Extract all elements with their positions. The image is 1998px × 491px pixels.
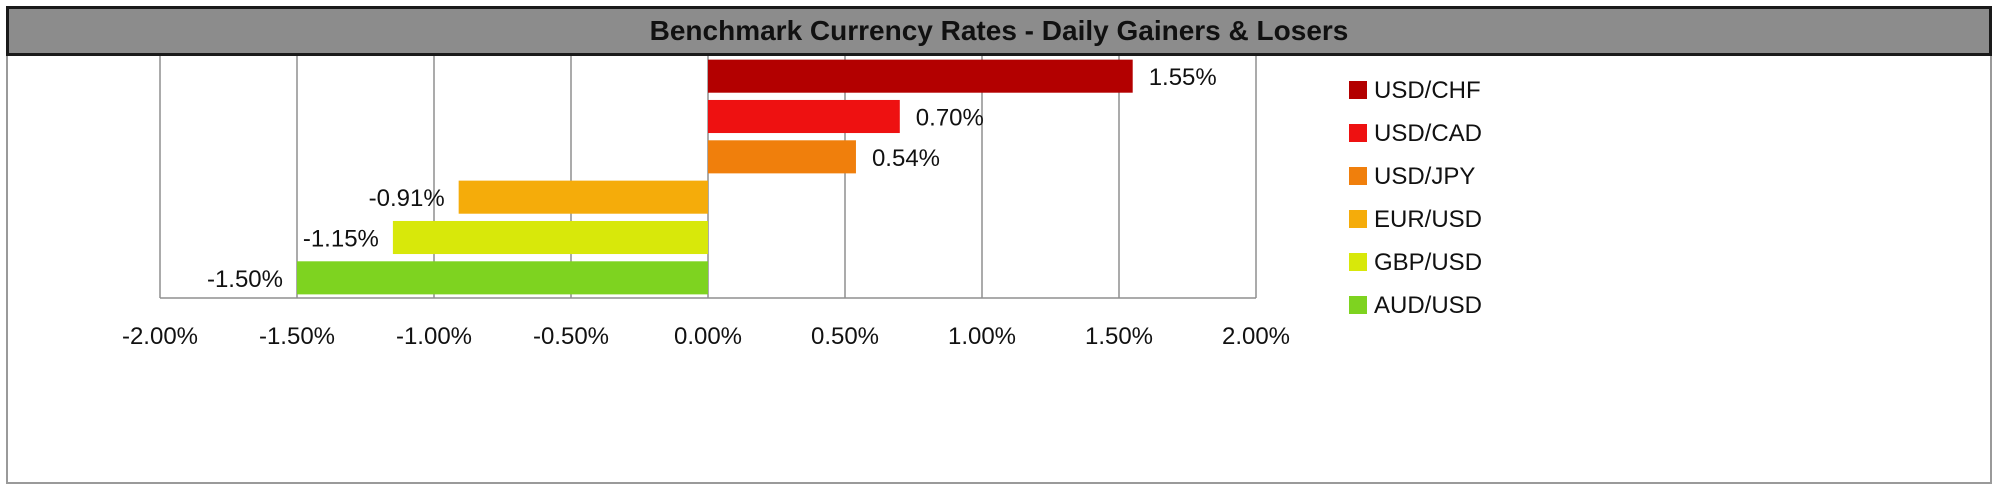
legend-swatch: [1349, 253, 1367, 271]
data-label: 0.54%: [872, 145, 940, 172]
legend-swatch: [1349, 124, 1367, 142]
x-tick-label: 0.00%: [674, 323, 742, 350]
bar-gbp-usd: [392, 220, 708, 255]
legend-swatch: [1349, 210, 1367, 228]
legend-swatch: [1349, 81, 1367, 99]
data-label: 0.70%: [916, 105, 984, 132]
data-label: -1.15%: [303, 226, 379, 253]
x-tick-label: -1.50%: [259, 323, 335, 350]
legend-label: USD/CHF: [1374, 77, 1481, 104]
legend-label: AUD/USD: [1374, 292, 1482, 319]
chart-frame: [6, 56, 1992, 484]
bars: [297, 59, 1133, 295]
data-label: -1.50%: [207, 266, 283, 293]
data-label: 1.55%: [1149, 64, 1217, 91]
chart-title-bar: Benchmark Currency Rates - Daily Gainers…: [6, 6, 1992, 56]
legend-label: USD/CAD: [1374, 120, 1482, 147]
legend-label: EUR/USD: [1374, 206, 1482, 233]
bar-eur-usd: [458, 180, 708, 214]
x-tick-label: 1.50%: [1085, 323, 1153, 350]
legend-label: GBP/USD: [1374, 249, 1482, 276]
x-tick-label: -0.50%: [533, 323, 609, 350]
data-labels: 1.55% 0.70% 0.54% -0.91% -1.15% -1.50%: [207, 64, 1217, 293]
data-label: -0.91%: [369, 185, 445, 212]
x-tick-label: -1.00%: [396, 323, 472, 350]
legend-swatch: [1349, 167, 1367, 185]
bar-aud-usd: [297, 261, 708, 295]
x-tick-label: 2.00%: [1222, 323, 1290, 350]
x-tick-label: 1.00%: [948, 323, 1016, 350]
x-axis-tick-labels: -2.00% -1.50% -1.00% -0.50% 0.00% 0.50% 1.00% 1…: [122, 323, 1290, 350]
legend-swatch: [1349, 296, 1367, 314]
x-tick-label: -2.00%: [122, 323, 198, 350]
bar-usd-cad: [708, 99, 900, 134]
x-tick-label: 0.50%: [811, 323, 879, 350]
legend: USD/CHF USD/CAD USD/JPY EUR/USD GBP/USD AUD/U…: [1349, 77, 1482, 319]
legend-label: USD/JPY: [1374, 163, 1475, 190]
bar-usd-jpy: [708, 140, 856, 174]
bar-usd-chf: [708, 59, 1133, 93]
gridlines: [159, 56, 1257, 299]
chart-title: Benchmark Currency Rates - Daily Gainers…: [649, 15, 1349, 46]
